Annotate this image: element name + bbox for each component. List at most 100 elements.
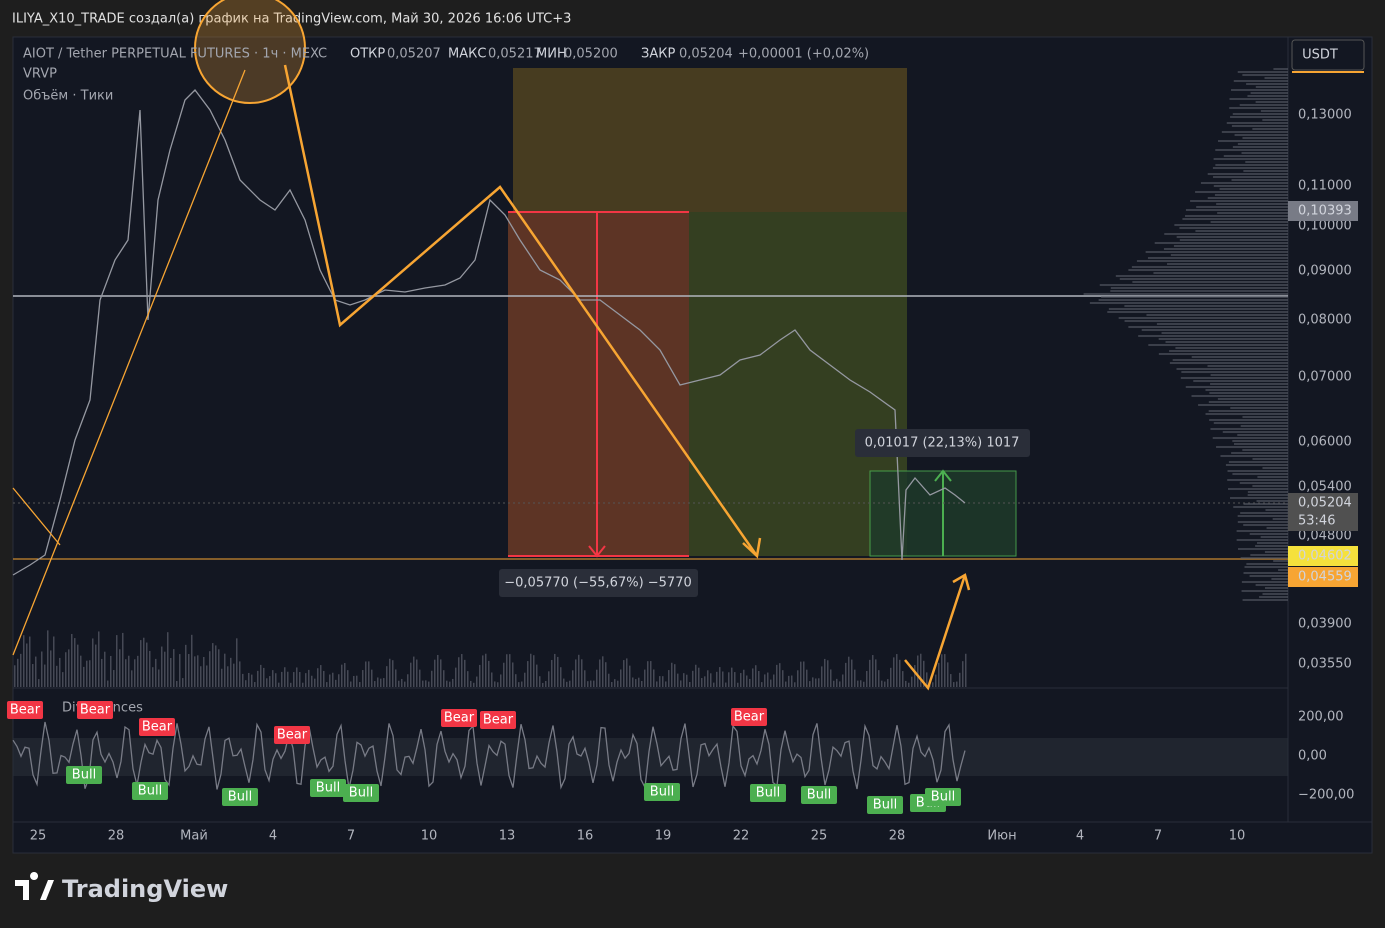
price-label: 0,13000 — [1298, 108, 1352, 123]
volume-bar — [233, 663, 235, 687]
profile-bar — [1185, 386, 1288, 388]
volume-bar — [812, 677, 814, 687]
volume-bar — [863, 681, 865, 687]
volume-bar — [959, 672, 961, 687]
profile-bar — [1265, 509, 1288, 511]
profile-bar — [1233, 443, 1288, 445]
profile-bar — [1242, 74, 1288, 76]
profile-bar — [1246, 563, 1288, 565]
profile-bar — [1180, 377, 1288, 379]
currency-button[interactable] — [1291, 39, 1365, 71]
profile-bar — [1207, 365, 1288, 367]
profile-bar — [1131, 266, 1288, 268]
volume-bar — [488, 660, 490, 687]
volume-bar — [290, 682, 292, 687]
volume-bar — [515, 674, 517, 687]
signal-label: Bull — [931, 790, 955, 805]
profile-bar — [1210, 428, 1288, 430]
target-zone — [513, 68, 907, 212]
volume-bar — [824, 658, 826, 687]
volume-bar — [383, 678, 385, 687]
profile-bar — [1232, 440, 1288, 442]
volume-bar — [299, 671, 301, 687]
volume-bar — [830, 669, 832, 687]
volume-bar — [599, 659, 601, 687]
profile-bar — [1167, 263, 1288, 265]
profile-bar — [1158, 353, 1288, 355]
volume-bar — [275, 673, 277, 687]
volume-bar — [779, 663, 781, 687]
volume-bar — [878, 670, 880, 687]
volume-bar — [47, 630, 49, 687]
profile-bar — [1161, 332, 1288, 334]
time-label: 13 — [499, 829, 516, 844]
volume-bar — [590, 680, 592, 687]
volume-bar — [14, 665, 16, 687]
volume-bar — [665, 681, 667, 687]
volume-bar — [449, 681, 451, 687]
volume-bar — [671, 662, 673, 687]
price-line — [12, 89, 966, 576]
volume-bar — [467, 671, 469, 687]
volume-bar — [416, 659, 418, 687]
volume-bar — [953, 682, 955, 687]
volume-bar — [575, 659, 577, 687]
volume-bar — [224, 653, 226, 687]
volume-bar — [734, 672, 736, 687]
signal-label: Bull — [807, 788, 831, 803]
volume-bar — [260, 664, 262, 687]
time-label: 25 — [811, 829, 828, 844]
volume-bar — [689, 681, 691, 687]
profile-bar — [1207, 197, 1288, 199]
profile-bar — [1236, 530, 1288, 532]
signal-box — [343, 784, 379, 802]
currency-label[interactable]: USDT — [1302, 48, 1338, 63]
volume-bar — [107, 680, 109, 687]
volume-bar — [788, 675, 790, 687]
volume-bar — [860, 680, 862, 687]
time-label: 16 — [577, 829, 594, 844]
volume-bar — [263, 667, 265, 687]
volume-bar — [407, 674, 409, 687]
profile-bar — [1234, 134, 1288, 136]
drawing — [12, 0, 971, 691]
volume-bar — [380, 678, 382, 687]
profile-bar — [1174, 224, 1288, 226]
volume-bar — [461, 654, 463, 687]
volume-bar — [593, 680, 595, 687]
price-label: 0,03900 — [1298, 617, 1352, 632]
profile-bar — [1212, 167, 1288, 169]
volume-bar — [251, 674, 253, 687]
volume-bar — [293, 672, 295, 687]
profile-bar — [1273, 560, 1288, 562]
osc-line — [12, 721, 966, 790]
profile-bar — [1136, 260, 1288, 262]
volume-bar — [632, 677, 634, 687]
volume-bar — [191, 634, 193, 687]
volume-bar — [140, 640, 142, 687]
profile-bar — [1271, 578, 1288, 580]
volume-bar — [134, 659, 136, 687]
measure-label: −0,05770 (−55,67%) −5770 — [504, 576, 692, 591]
volume-bar — [281, 671, 283, 687]
volume-bar — [71, 633, 73, 687]
profile-bar — [1243, 503, 1288, 505]
price-label: 0,03550 — [1298, 657, 1352, 672]
profile-bar — [1247, 491, 1288, 493]
volume-bar — [806, 669, 808, 687]
profile-bar — [1237, 521, 1288, 523]
volume-bar — [332, 672, 334, 687]
volume-bar — [473, 682, 475, 687]
profile-bar — [1124, 305, 1288, 307]
badge — [1288, 567, 1358, 587]
volume-bar — [509, 654, 511, 687]
profile-bar — [1239, 482, 1288, 484]
profile-bar — [1195, 230, 1288, 232]
volume-bar — [29, 636, 31, 687]
volume-bar — [698, 667, 700, 687]
volume-bar — [662, 676, 664, 687]
signal-box — [925, 788, 961, 806]
signals: Bear Bear Bear Bear Bear Bear Bear Bull Bull Bull… — [7, 701, 961, 814]
profile-bar — [1226, 122, 1288, 124]
